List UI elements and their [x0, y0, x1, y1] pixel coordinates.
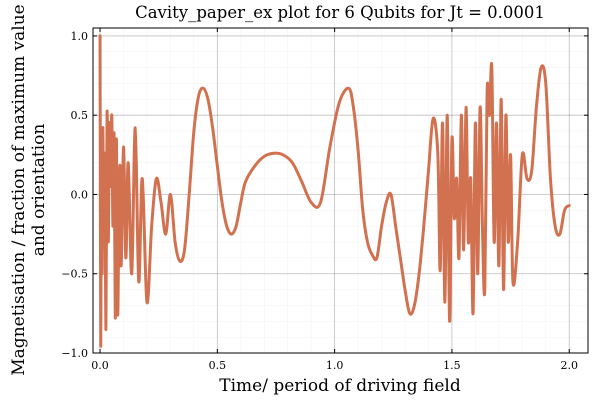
y-tick-label: 1.0 [71, 30, 89, 43]
y-axis-label-line1: Magnetisation / fraction of maximum valu… [9, 4, 29, 375]
y-tick-label: −1.0 [61, 347, 88, 360]
tick-labels: 0.0 0.5 1.0 1.5 2.0 −1.0 −0.5 0.0 0.5 1.0 [61, 30, 578, 372]
x-tick-label: 1.0 [326, 359, 344, 372]
y-axis-label-line2: and orientation [29, 124, 49, 257]
x-tick-label: 2.0 [560, 359, 578, 372]
plot-frame [92, 27, 589, 354]
x-axis-label: Time/ period of driving field [219, 376, 461, 396]
y-tick-label: 0.5 [71, 109, 89, 122]
series-line [98, 34, 571, 348]
plot-background [93, 28, 588, 353]
x-tick-label: 0.5 [209, 359, 227, 372]
tick-marks [93, 28, 588, 354]
series-layer [98, 34, 571, 348]
chart-title: Cavity_paper_ex plot for 6 Qubits for Jt… [135, 3, 545, 22]
y-tick-label: 0.0 [71, 188, 89, 201]
x-tick-label: 1.5 [443, 359, 461, 372]
x-tick-label: 0.0 [91, 359, 109, 372]
y-tick-label: −0.5 [61, 268, 88, 281]
